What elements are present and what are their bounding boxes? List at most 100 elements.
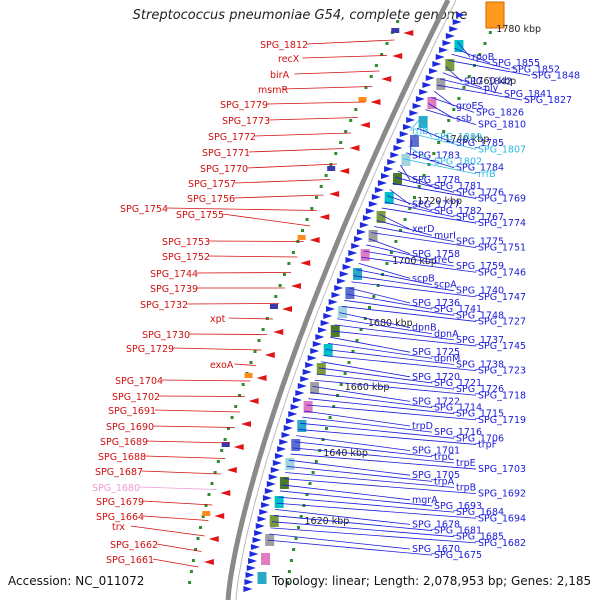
right-gene-label: SPG_1809 bbox=[434, 132, 482, 143]
forward-gene-arrow bbox=[300, 376, 310, 382]
right-gene-label: SPG_1783 bbox=[412, 150, 460, 161]
grid-dot-left bbox=[291, 251, 295, 254]
grid-dot-right bbox=[292, 548, 296, 551]
forward-gene-arrow bbox=[325, 306, 335, 312]
right-gene-label: SPG_1715 bbox=[456, 409, 504, 420]
forward-gene-arrow bbox=[435, 54, 445, 60]
grid-dot-left bbox=[369, 75, 373, 78]
right-gene-label: SPG_1781 bbox=[434, 181, 482, 192]
right-gene-leader bbox=[408, 146, 433, 162]
left-gene-label: SPG_1687 bbox=[95, 467, 143, 478]
grid-dot-right bbox=[478, 53, 482, 56]
grid-dot-right bbox=[385, 262, 389, 265]
forward-gene-arrow bbox=[302, 369, 312, 375]
right-gene-leader bbox=[339, 312, 411, 328]
left-gene-label: SPG_1755 bbox=[176, 210, 224, 221]
forward-gene-arrow bbox=[415, 96, 425, 102]
forward-gene-arrow bbox=[292, 397, 302, 403]
reverse-gene-arrow bbox=[256, 375, 267, 381]
feature-block bbox=[352, 268, 362, 280]
feature-block bbox=[337, 306, 347, 318]
right-gene-leader bbox=[270, 527, 477, 544]
right-gene-label: SPG_1807 bbox=[478, 144, 526, 155]
forward-gene-arrow bbox=[393, 145, 403, 151]
forward-gene-arrow bbox=[342, 264, 352, 270]
right-gene-label: SPG_1725 bbox=[412, 347, 460, 358]
left-gene-leader bbox=[141, 470, 221, 475]
forward-gene-arrow bbox=[312, 341, 322, 347]
left-gene-leader bbox=[246, 163, 337, 169]
right-gene-label: SPG_1736 bbox=[412, 298, 460, 309]
grid-dot-right bbox=[299, 515, 303, 518]
grid-dot-right bbox=[305, 493, 309, 496]
feature-block bbox=[303, 401, 313, 413]
scale-label: 1640 kbp bbox=[323, 448, 368, 459]
right-gene-label: SPG_1848 bbox=[532, 70, 580, 81]
feature-block bbox=[409, 135, 419, 147]
forward-gene-arrow bbox=[268, 474, 278, 480]
forward-gene-arrow bbox=[396, 138, 406, 144]
scale-label: 1760 kbp bbox=[471, 76, 516, 87]
left-gene-leader bbox=[144, 455, 226, 459]
feature-block bbox=[274, 496, 284, 508]
grid-dot-right bbox=[325, 427, 328, 430]
right-gene-label: murI bbox=[434, 230, 456, 241]
left-gene-label: SPG_1770 bbox=[200, 164, 248, 175]
forward-gene-arrow bbox=[283, 425, 293, 431]
right-gene-leader bbox=[451, 53, 511, 70]
grid-dot-right bbox=[467, 75, 471, 78]
forward-gene-arrow bbox=[323, 313, 333, 319]
grid-dot-left bbox=[349, 119, 353, 122]
right-gene-leader bbox=[358, 263, 411, 279]
forward-gene-arrow bbox=[255, 523, 265, 529]
scale-label: 1620 kbp bbox=[305, 516, 350, 527]
grid-dot-left bbox=[310, 207, 314, 210]
right-gene-leader bbox=[304, 410, 411, 427]
right-gene-label: SPG_1777 bbox=[412, 200, 460, 211]
forward-gene-arrow bbox=[249, 551, 259, 557]
forward-gene-arrow bbox=[442, 40, 452, 46]
reverse-gene-arrow bbox=[264, 352, 275, 358]
feature-block bbox=[345, 287, 355, 299]
left-gene-leader bbox=[228, 317, 274, 320]
grid-dot-right bbox=[297, 526, 300, 529]
right-gene-leader bbox=[323, 355, 477, 372]
reverse-feature-block bbox=[297, 235, 306, 240]
grid-dot-left bbox=[261, 328, 265, 331]
right-gene-leader bbox=[344, 299, 455, 316]
left-gene-label: msmR bbox=[258, 85, 288, 96]
feature-block bbox=[418, 116, 428, 128]
grid-dot-left bbox=[227, 427, 230, 430]
grid-dot-right bbox=[457, 97, 461, 100]
left-gene-label: SPG_1756 bbox=[187, 194, 235, 205]
forward-gene-arrow bbox=[356, 229, 366, 235]
right-gene-label: SPG_1720 bbox=[412, 372, 460, 383]
grid-dot-right bbox=[311, 471, 315, 474]
right-gene-label: SPG_1827 bbox=[524, 95, 572, 106]
left-gene-leader bbox=[208, 240, 304, 242]
right-gene-label: scpB bbox=[412, 273, 435, 284]
left-gene-leader bbox=[156, 543, 202, 552]
feature-block bbox=[436, 78, 446, 90]
right-gene-leader bbox=[353, 275, 455, 292]
grid-dot-right bbox=[408, 207, 412, 210]
right-gene-label: SPG_1785 bbox=[456, 138, 504, 149]
feature-block bbox=[257, 572, 267, 584]
right-gene-leader bbox=[327, 342, 433, 359]
right-gene-label: ply bbox=[484, 83, 499, 94]
feature-block bbox=[285, 458, 295, 470]
grid-dot-left bbox=[374, 64, 378, 67]
forward-gene-arrow bbox=[295, 390, 305, 396]
grid-dot-right bbox=[372, 295, 376, 298]
right-gene-label: dpnA bbox=[434, 329, 459, 340]
right-gene-leader bbox=[337, 318, 433, 335]
grid-dot-right bbox=[359, 328, 363, 331]
right-gene-label: SPG_1726 bbox=[456, 384, 504, 395]
right-gene-label: SPG_1855 bbox=[492, 58, 540, 69]
right-gene-leader bbox=[321, 361, 411, 378]
right-gene-label: SPG_1775 bbox=[456, 237, 504, 248]
right-gene-leader bbox=[416, 127, 455, 144]
grid-dot-right bbox=[413, 196, 416, 199]
right-gene-label: SPG_1751 bbox=[478, 243, 526, 254]
grid-dot-left bbox=[249, 361, 253, 364]
